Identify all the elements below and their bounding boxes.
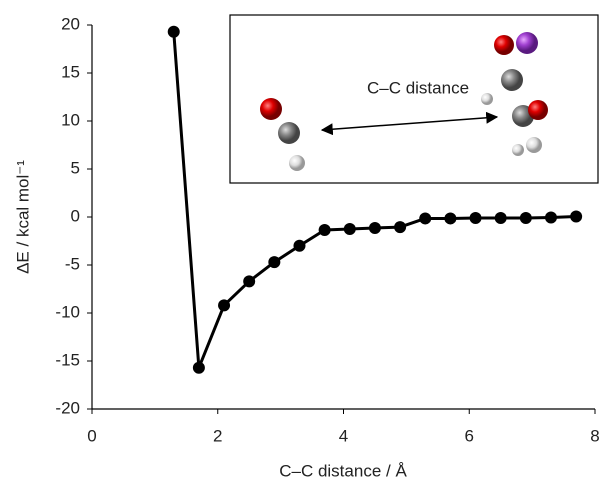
x-tick-label: 0: [87, 426, 96, 445]
atom: [526, 137, 542, 153]
marker: [495, 212, 507, 224]
y-tick-label: -20: [55, 398, 80, 417]
chart: C–C distance C–C distance / Å ΔE / kcal …: [0, 0, 603, 488]
marker: [570, 211, 582, 223]
annotation: C–C distance: [367, 78, 469, 97]
x-tick-label: 6: [465, 426, 474, 445]
x-tick-label: 4: [339, 426, 348, 445]
marker: [444, 212, 456, 224]
marker: [243, 275, 255, 287]
atom: [528, 100, 548, 120]
y-tick-label: -15: [55, 350, 80, 369]
marker: [293, 240, 305, 252]
y-axis-label: ΔE / kcal mol⁻¹: [13, 160, 32, 274]
marker: [268, 256, 280, 268]
marker: [394, 221, 406, 233]
marker: [168, 26, 180, 38]
atom: [260, 98, 282, 120]
marker: [470, 212, 482, 224]
marker: [520, 212, 532, 224]
atom: [289, 155, 305, 171]
marker: [545, 211, 557, 223]
y-tick-label: -10: [55, 302, 80, 321]
y-tick-label: 10: [61, 110, 80, 129]
atom: [494, 35, 514, 55]
marker: [369, 222, 381, 234]
atom: [278, 122, 300, 144]
atom: [516, 32, 538, 54]
y-tick-label: 5: [71, 158, 80, 177]
x-axis-label: C–C distance / Å: [279, 461, 407, 480]
y-tick-label: 0: [71, 206, 80, 225]
x-tick-label: 8: [590, 426, 599, 445]
inset: C–C distance: [230, 15, 598, 183]
marker: [218, 299, 230, 311]
atom: [501, 69, 523, 91]
atom: [481, 93, 493, 105]
inset-box: [230, 15, 598, 183]
marker: [193, 362, 205, 374]
marker: [344, 223, 356, 235]
y-tick-label: -5: [65, 254, 80, 273]
atom: [512, 144, 524, 156]
marker: [319, 224, 331, 236]
marker: [419, 212, 431, 224]
y-tick-label: 15: [61, 62, 80, 81]
y-tick-label: 20: [61, 14, 80, 33]
x-tick-label: 2: [213, 426, 222, 445]
